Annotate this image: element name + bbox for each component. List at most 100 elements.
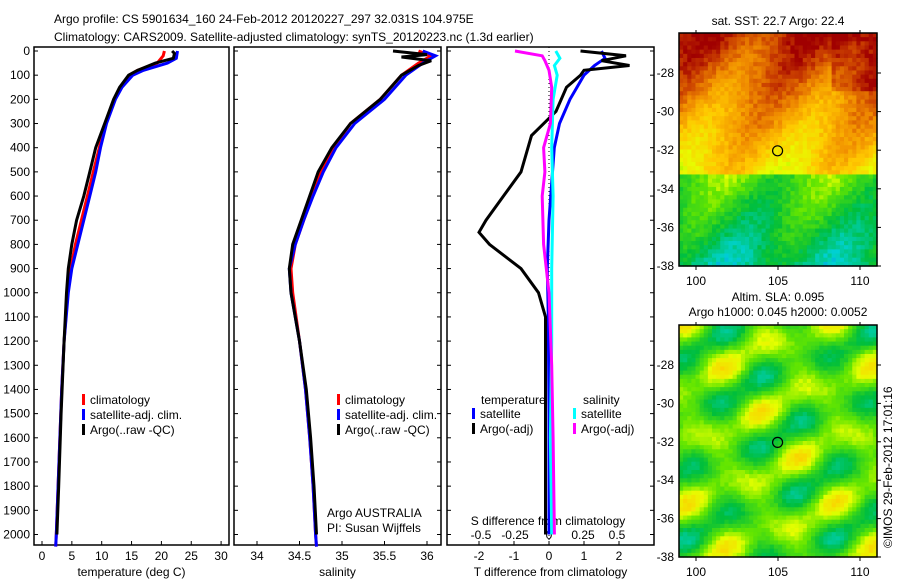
heatmap-cell xyxy=(724,186,730,192)
heatmap-cell xyxy=(794,186,800,192)
heatmap-cell xyxy=(757,182,763,188)
heatmap-cell xyxy=(868,358,874,363)
heatmap-cell xyxy=(786,333,791,339)
heatmap-cell xyxy=(798,490,804,496)
heatmap-cell xyxy=(835,107,841,113)
heatmap-cell xyxy=(745,403,750,409)
heatmap-cell xyxy=(695,62,701,67)
heatmap-cell xyxy=(844,57,849,63)
heatmap-cell xyxy=(864,325,870,330)
y-tick-label: 1900 xyxy=(3,503,30,517)
heatmap-cell xyxy=(753,358,758,363)
heatmap-cell xyxy=(848,354,853,359)
heatmap-cell xyxy=(864,370,870,376)
heatmap-cell xyxy=(724,228,730,234)
heatmap-cell xyxy=(716,424,721,430)
heatmap-cell xyxy=(732,428,738,434)
heatmap-cell xyxy=(753,249,758,255)
heatmap-cell xyxy=(872,157,878,163)
heatmap-cell xyxy=(872,403,878,409)
heatmap-cell xyxy=(687,191,692,196)
heatmap-cell xyxy=(823,74,829,80)
heatmap-cell xyxy=(806,87,812,92)
heatmap-cell xyxy=(732,329,738,334)
heatmap-cell xyxy=(856,53,862,59)
heatmap-cell xyxy=(728,424,734,430)
heatmap-cell xyxy=(835,132,841,138)
heatmap-cell xyxy=(769,416,775,421)
heatmap-cell xyxy=(707,261,713,267)
heatmap-cell xyxy=(798,228,804,234)
heatmap-cell xyxy=(848,399,853,405)
heatmap-cell xyxy=(699,470,705,475)
heatmap-cell xyxy=(695,174,701,180)
heatmap-cell xyxy=(691,153,697,159)
heatmap-cell xyxy=(790,494,796,500)
heatmap-cell xyxy=(806,362,812,368)
heatmap-cell xyxy=(811,366,816,372)
heatmap-cell xyxy=(819,337,824,343)
heatmap-cell xyxy=(757,436,763,442)
heatmap-cell xyxy=(740,499,746,504)
heatmap-cell xyxy=(848,236,853,242)
heatmap-cell xyxy=(691,416,697,421)
heatmap-cell xyxy=(732,33,738,38)
heatmap-cell xyxy=(712,107,717,113)
heatmap-cell xyxy=(740,470,746,475)
heatmap-cell xyxy=(691,211,697,217)
heatmap-cell xyxy=(699,441,705,446)
heatmap-cell xyxy=(745,37,750,42)
heatmap-cell xyxy=(811,95,816,101)
heatmap-cell xyxy=(815,457,820,463)
heatmap-cell xyxy=(782,358,787,363)
heatmap-cell xyxy=(786,432,791,438)
heatmap-cell xyxy=(819,49,824,55)
heatmap-cell xyxy=(679,345,684,351)
heatmap-cell xyxy=(740,91,746,97)
heatmap-cell xyxy=(712,478,717,484)
heatmap-cell xyxy=(683,325,688,330)
y-tick-label: 0 xyxy=(23,44,30,58)
heatmap-cell xyxy=(856,103,862,109)
heatmap-cell xyxy=(794,207,800,213)
heatmap-cell xyxy=(782,95,787,101)
heatmap-cell xyxy=(778,253,783,259)
y-tick-label: 1000 xyxy=(3,286,30,300)
heatmap-cell xyxy=(773,362,779,368)
heatmap-cell xyxy=(769,366,775,372)
heatmap-cell xyxy=(806,153,812,159)
heatmap-cell xyxy=(679,87,684,92)
heatmap-cell xyxy=(806,66,812,72)
heatmap-cell xyxy=(815,345,820,351)
heatmap-cell xyxy=(695,137,701,142)
heatmap-cell xyxy=(695,424,701,430)
heatmap-cell xyxy=(749,78,754,84)
heatmap-cell xyxy=(757,149,763,155)
heatmap-cell xyxy=(798,66,804,72)
heatmap-cell xyxy=(827,378,833,384)
heatmap-cell xyxy=(802,494,808,500)
heatmap-cell xyxy=(848,349,853,355)
heatmap-cell xyxy=(699,399,705,405)
heatmap-cell xyxy=(860,216,866,221)
heatmap-cell xyxy=(765,149,771,155)
heatmap-cell xyxy=(712,203,717,209)
heatmap-cell xyxy=(773,378,779,384)
heatmap-cell xyxy=(769,78,775,84)
heatmap-cell xyxy=(856,161,862,167)
heatmap-cell xyxy=(699,62,705,67)
heatmap-cell xyxy=(827,224,833,230)
heatmap-cell xyxy=(839,482,845,488)
heatmap-cell xyxy=(806,232,812,238)
legend-swatch xyxy=(82,424,85,435)
heatmap-cell xyxy=(695,157,701,163)
heatmap-cell xyxy=(773,333,779,339)
heatmap-cell xyxy=(860,128,866,134)
heatmap-cell xyxy=(864,461,870,467)
heatmap-cell xyxy=(724,325,730,330)
heatmap-cell xyxy=(790,70,796,76)
heatmap-cell xyxy=(794,378,800,384)
heatmap-cell xyxy=(716,224,721,230)
heatmap-cell xyxy=(707,441,713,446)
heatmap-cell xyxy=(761,178,767,184)
